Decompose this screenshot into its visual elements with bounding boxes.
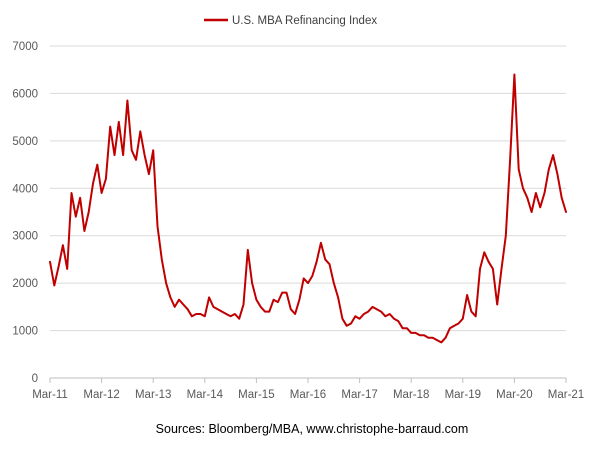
source-note: Sources: Bloomberg/MBA, www.christophe-b… bbox=[156, 422, 469, 436]
y-tick-label: 2000 bbox=[12, 278, 38, 290]
y-tick-label: 0 bbox=[32, 373, 38, 385]
grid-lines bbox=[50, 45, 566, 332]
x-tick-label: Mar-20 bbox=[496, 389, 532, 401]
y-tick-label: 7000 bbox=[12, 41, 38, 53]
y-tick-label: 1000 bbox=[12, 326, 38, 338]
y-tick-label: 6000 bbox=[12, 88, 38, 100]
x-axis-labels: Mar-11 Mar-12 Mar-13 Mar-14 Mar-15 Mar-16 Mar-… bbox=[32, 389, 584, 401]
x-tick-label: Mar-12 bbox=[83, 389, 119, 401]
legend-label: U.S. MBA Refinancing Index bbox=[232, 15, 377, 27]
x-tick-label: Mar-19 bbox=[445, 389, 481, 401]
series-line-mba-refinancing-index bbox=[49, 73, 567, 344]
x-tick-label: Mar-11 bbox=[32, 389, 68, 401]
legend: U.S. MBA Refinancing Index bbox=[204, 15, 377, 27]
x-tick-label: Mar-21 bbox=[548, 389, 584, 401]
y-tick-label: 4000 bbox=[12, 183, 38, 195]
x-tick-label: Mar-13 bbox=[135, 389, 171, 401]
x-tick-label: Mar-17 bbox=[341, 389, 377, 401]
x-axis bbox=[49, 377, 567, 383]
x-tick-label: Mar-18 bbox=[393, 389, 429, 401]
y-tick-label: 3000 bbox=[12, 231, 38, 243]
x-tick-label: Mar-14 bbox=[187, 389, 224, 401]
y-tick-label: 5000 bbox=[12, 136, 38, 148]
series-layer bbox=[49, 73, 567, 344]
y-axis: 0 1000 2000 3000 4000 5000 6000 7000 bbox=[12, 41, 38, 385]
x-tick-label: Mar-15 bbox=[238, 389, 274, 401]
x-tick-label: Mar-16 bbox=[290, 389, 326, 401]
